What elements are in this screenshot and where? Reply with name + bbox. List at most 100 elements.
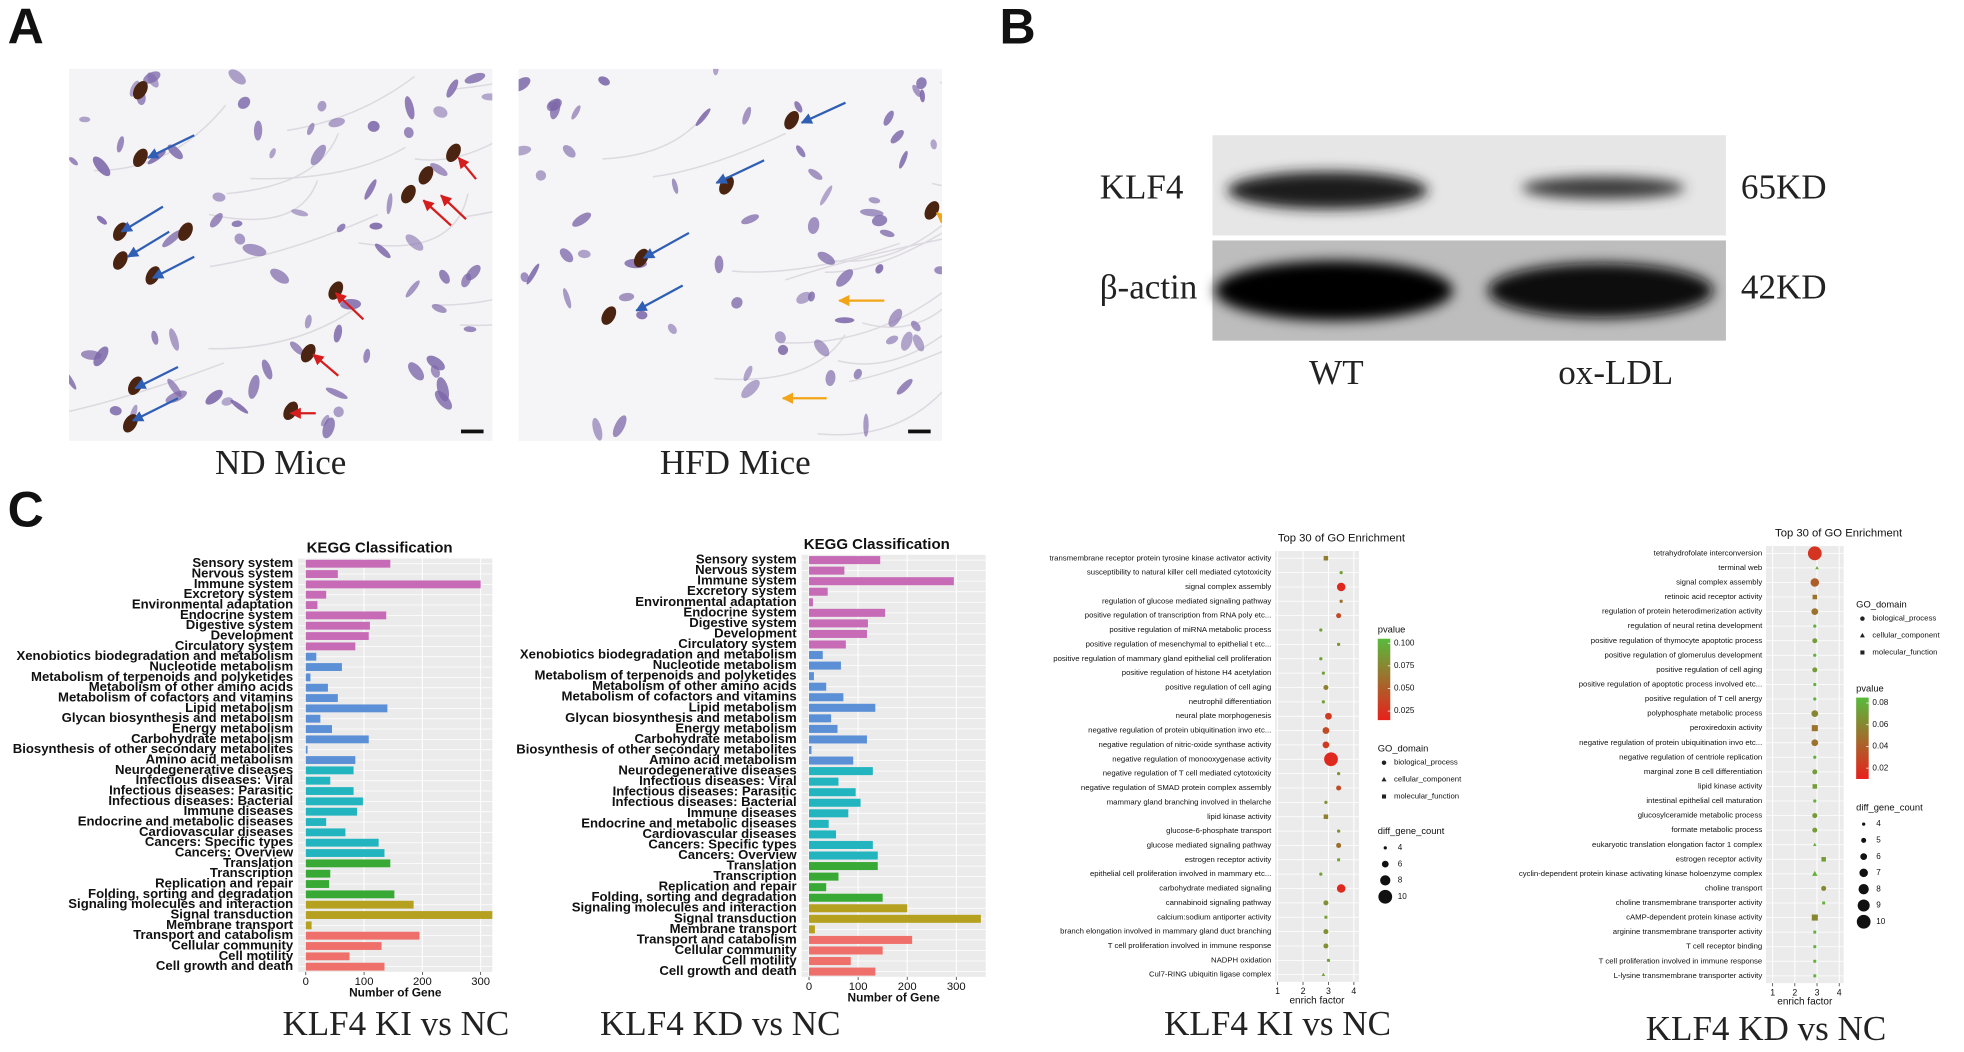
micrograph-cells [69,69,493,439]
y-tick-label: Folding, sorting and degradation [592,889,797,904]
dot [1815,565,1819,570]
bar [305,652,317,661]
bar [305,756,356,764]
nucleus [741,214,759,225]
dot [1813,959,1817,963]
dot [1321,671,1325,675]
y-tick-label: Metabolism of cofactors and vitamins [58,690,293,705]
y-tick-label: Excretory system [687,583,797,598]
y-tick-label: Sensory system [192,555,293,570]
nucleus [463,326,477,333]
legend-size [1857,899,1870,912]
y-tick-label: Development [714,625,797,640]
color-bar-label: 0.100 [1394,638,1415,647]
y-tick-label: glucose-6-phosphate transport [1166,826,1272,835]
y-tick-label: Transport and catabolism [637,931,797,946]
y-tick-label: Biosynthesis of other secondary metaboli… [516,741,796,756]
legend-label: biological_process [1872,614,1936,623]
bar [305,921,312,930]
dot [1324,800,1328,804]
stained-cell [133,80,148,100]
bar [809,629,867,638]
legend-title: GO_domain [1856,598,1907,609]
y-tick-label: choline transport [1705,883,1763,892]
bar [305,725,333,733]
nucleus [817,251,835,265]
legend-size [1861,837,1867,843]
nucleus [386,193,393,215]
bar [305,869,331,878]
bar [809,872,839,881]
dot [1336,642,1341,647]
bar [809,651,823,660]
y-tick-label: Energy metabolism [172,721,293,736]
y-tick-label: Signal transduction [674,910,797,925]
arrow [151,255,195,280]
bar [305,673,311,682]
nucleus [535,170,547,181]
x-tick-label: 2 [1301,986,1306,996]
stained-cell [401,184,416,204]
y-tick-label: Amino acid metabolism [649,752,797,767]
nucleus [369,222,383,230]
dot [1813,653,1817,657]
y-tick-label: terminal web [1718,563,1762,572]
dot [1324,915,1328,919]
chart-title: KEGG Classification [804,536,950,553]
bar [809,756,854,765]
legend-title: diff_gene_count [1856,801,1923,812]
bar [305,632,369,640]
bar [809,935,913,944]
nucleus [743,365,753,382]
bar [809,893,883,902]
arrow [312,353,340,377]
nucleus [518,77,531,92]
legend-label: molecular_function [1872,648,1937,657]
y-tick-label: Cancers: Specific types [648,836,796,851]
y-tick-label: Infectious diseases: Parasitic [109,783,293,798]
dot [1336,613,1342,619]
y-tick-label: Circulatory system [175,638,293,653]
nucleus [333,324,343,343]
x-tick-label: 4 [1351,986,1356,996]
y-tick-label: Cellular community [675,942,798,957]
bar [809,819,829,828]
nucleus [248,374,260,399]
color-bar-label: 0.06 [1872,720,1888,729]
nucleus [430,365,440,378]
y-tick-label: positive regulation of mammary gland epi… [1053,654,1271,663]
y-tick-label: negative regulation of nitric-oxide synt… [1099,740,1272,749]
blot-band [1214,260,1453,321]
dot [1321,700,1325,704]
nucleus [888,308,903,327]
nucleus [404,96,415,120]
nucleus [919,89,925,103]
y-tick-label: intestinal epithelial cell maturation [1646,796,1762,805]
fiber [939,81,942,84]
bar [305,942,382,950]
legend-label: 10 [1876,917,1886,926]
nucleus [636,310,648,320]
y-tick-label: Carbohydrate metabolism [131,731,293,746]
y-tick-label: negative regulation of protein ubiquitin… [1579,738,1762,747]
stained-cell [112,251,128,270]
y-tick-label: Environmental adaptation [635,594,796,609]
legend-title: pvalue [1856,682,1884,693]
bar [305,952,350,961]
nucleus [612,415,627,438]
y-tick-label: Cell motility [722,952,797,967]
nucleus [794,101,803,113]
dot [1323,929,1329,935]
legend-size [1380,875,1391,886]
bar [809,840,873,849]
y-tick-label: Cancers: Overview [175,844,294,859]
dot [1319,657,1323,661]
bar [305,797,363,806]
nucleus [439,269,450,284]
nucleus [741,379,760,399]
nucleus [879,229,895,238]
nucleus [405,280,420,298]
y-tick-label: neutrophil differentiation [1189,697,1272,706]
bar [305,807,358,816]
nucleus [364,179,377,200]
